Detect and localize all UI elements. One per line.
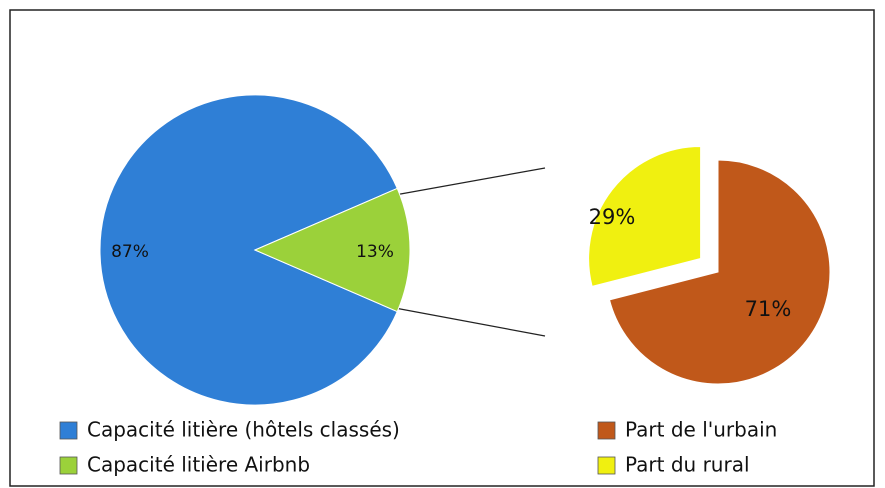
pie-slice [253,187,411,313]
legend-swatch [59,421,78,440]
data-label: 13% [356,242,394,262]
data-label: 87% [111,242,149,262]
data-label: 71% [745,297,792,321]
legend-label: Capacité litière (hôtels classés) [87,418,400,442]
connector-line [394,167,546,196]
legend-swatch [59,456,78,475]
legend-label: Part du rural [625,453,750,477]
legend-swatch [597,456,616,475]
data-label: 29% [589,205,636,229]
legend-swatch [597,421,616,440]
pie-slice [588,146,702,287]
legend-label: Part de l'urbain [625,418,777,442]
pie-slice [608,159,831,385]
plot: 87% Capacité litière (hôtels classés) 13% C… [59,94,831,477]
connector-line [394,307,546,337]
legend-label: Capacité litière Airbnb [87,453,310,477]
pie-slice [99,94,398,406]
